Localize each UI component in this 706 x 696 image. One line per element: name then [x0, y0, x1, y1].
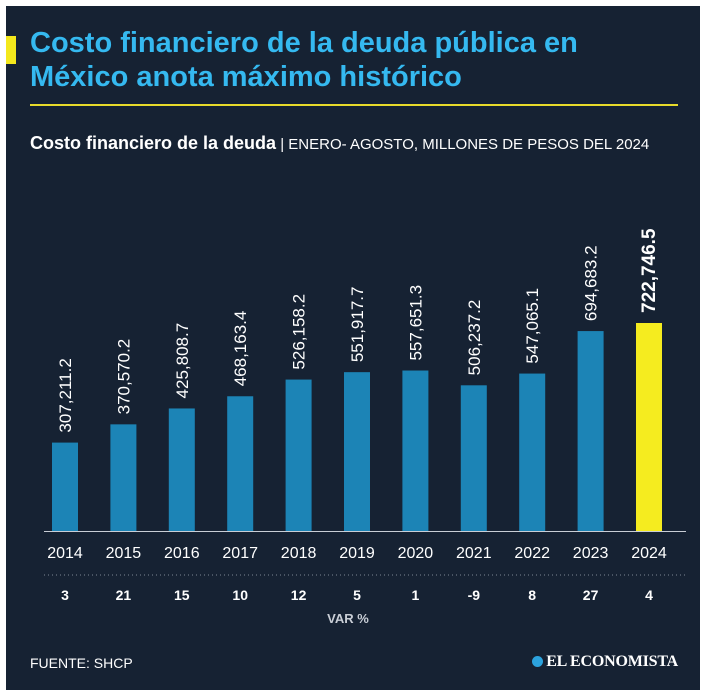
- value-label: 547,065.1: [523, 288, 542, 364]
- brand-name: EL ECONOMISTA: [546, 653, 678, 670]
- var-value: 15: [174, 587, 190, 603]
- var-value: 8: [528, 587, 536, 603]
- bar: [227, 396, 254, 531]
- bar: [52, 442, 78, 531]
- source-note: FUENTE: SHCP: [30, 655, 133, 671]
- x-tick-label: 2023: [573, 545, 609, 562]
- x-tick-label: 2019: [339, 545, 375, 562]
- subtitle-main: Costo financiero de la deuda: [30, 133, 277, 153]
- value-label: 468,163.4: [231, 311, 250, 387]
- bar: [519, 373, 546, 531]
- brand-mark-icon: [532, 656, 544, 667]
- bar: [110, 424, 137, 531]
- value-label: 307,211.2: [56, 358, 75, 432]
- value-label: 722,746.5: [639, 228, 660, 313]
- subtitle-detail: ENERO- AGOSTO, MILLONES DE PESOS DEL 202…: [288, 136, 650, 153]
- bar: [168, 408, 195, 531]
- bar: [577, 331, 604, 531]
- var-value: 10: [232, 587, 248, 603]
- bar: [460, 385, 487, 531]
- value-label: 526,158.2: [290, 294, 309, 370]
- var-value: 4: [645, 587, 653, 603]
- chart-subtitle: Costo financiero de la deuda | ENERO- AG…: [30, 130, 680, 158]
- title-divider: [30, 104, 678, 106]
- x-tick-label: 2016: [164, 545, 200, 562]
- x-tick-label: 2024: [631, 545, 667, 562]
- var-label: VAR %: [327, 611, 369, 626]
- page-title: Costo financiero de la deuda pública en …: [30, 27, 578, 93]
- bar-chart: 307,211.2 2014 3 370,570.2 2015 21 425,808.7 20…: [44, 228, 686, 626]
- x-tick-label: 2015: [106, 545, 142, 562]
- value-label: 557,651.3: [406, 285, 425, 361]
- value-label: 370,570.2: [114, 339, 133, 415]
- value-label: 506,237.2: [465, 300, 484, 376]
- x-tick-label: 2020: [398, 545, 434, 562]
- x-tick-label: 2018: [281, 545, 317, 562]
- var-value: 5: [353, 587, 361, 603]
- var-value: 21: [116, 587, 132, 603]
- bar: [285, 379, 312, 531]
- bar: [402, 370, 429, 531]
- bar: [344, 372, 370, 531]
- x-tick-label: 2017: [222, 545, 258, 562]
- x-tick-label: 2022: [514, 545, 550, 562]
- value-label: 694,683.2: [582, 245, 601, 321]
- value-label: 551,917.7: [348, 287, 367, 363]
- bar: [636, 323, 662, 531]
- var-value: 27: [583, 587, 599, 603]
- var-value: 12: [291, 587, 307, 603]
- x-tick-label: 2021: [456, 545, 492, 562]
- infographic-card: Costo financiero de la deuda pública en …: [6, 6, 700, 690]
- title-accent-bar: [6, 36, 16, 64]
- var-value: -9: [468, 587, 481, 603]
- var-value: 1: [412, 587, 420, 603]
- brand-logo: EL ECONOMISTA: [532, 653, 678, 671]
- value-label: 425,808.7: [173, 323, 192, 399]
- x-tick-label: 2014: [47, 545, 83, 562]
- var-value: 3: [61, 587, 69, 603]
- subtitle-separator: |: [276, 136, 289, 153]
